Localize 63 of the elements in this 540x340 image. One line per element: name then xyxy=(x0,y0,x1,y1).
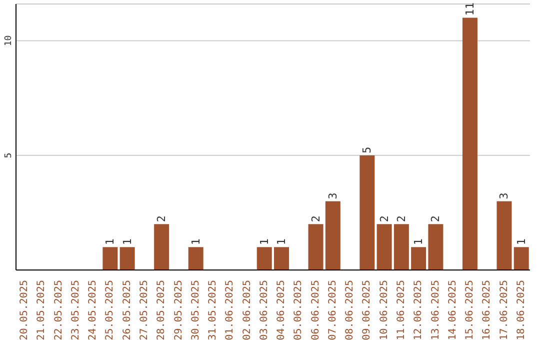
data-label: 1 xyxy=(514,238,528,246)
x-tick-label: 20.05.2025 xyxy=(19,280,30,340)
x-tick-label: 31.05.2025 xyxy=(208,280,219,340)
x-tick-label: 27.05.2025 xyxy=(139,280,150,340)
x-tick-label: 14.06.2025 xyxy=(447,280,458,340)
x-tick-label: 03.06.2025 xyxy=(258,280,270,340)
data-label: 3 xyxy=(498,192,511,200)
bar xyxy=(308,224,324,270)
x-tick-label: 12.06.2025 xyxy=(413,280,424,340)
data-label: 3 xyxy=(326,192,340,200)
data-label: 1 xyxy=(104,238,117,246)
x-tick-label: 16.06.2025 xyxy=(482,280,493,340)
bar xyxy=(360,155,375,270)
y-tick-label: 10 xyxy=(4,35,14,46)
x-tick-label: 04.06.2025 xyxy=(276,280,288,340)
data-label: 1 xyxy=(258,238,271,246)
data-label: 11 xyxy=(463,2,476,16)
x-tick-label: 07.06.2025 xyxy=(327,280,338,340)
data-label: 2 xyxy=(378,216,391,222)
bar xyxy=(394,224,409,270)
bar xyxy=(411,247,426,270)
bar xyxy=(325,201,340,270)
data-label: 1 xyxy=(275,238,288,246)
bar xyxy=(462,18,478,270)
x-tick-label: 18.06.2025 xyxy=(516,280,527,340)
x-tick-label: 01.06.2025 xyxy=(224,280,236,340)
x-tick-label: 15.06.2025 xyxy=(464,280,476,340)
x-tick-label: 29.05.2025 xyxy=(173,280,184,340)
x-tick-label: 21.05.2025 xyxy=(36,280,48,340)
data-label: 1 xyxy=(412,238,426,246)
x-tick-label: 17.06.2025 xyxy=(498,280,510,340)
x-tick-label: 23.05.2025 xyxy=(70,280,82,340)
x-tick-label: 09.06.2025 xyxy=(362,280,373,340)
data-label: 2 xyxy=(394,216,408,222)
x-tick-label: 06.06.2025 xyxy=(310,280,322,340)
bar xyxy=(514,247,529,270)
x-tick-label: 26.05.2025 xyxy=(122,280,133,340)
data-label: 1 xyxy=(189,238,202,246)
x-tick-label: 30.05.2025 xyxy=(190,280,202,340)
data-label: 1 xyxy=(120,238,134,246)
bar xyxy=(188,247,204,270)
x-tick-label: 02.06.2025 xyxy=(242,280,253,340)
x-tick-label: 13.06.2025 xyxy=(430,280,442,340)
bar xyxy=(274,247,289,270)
data-label: 2 xyxy=(155,216,168,222)
x-tick-label: 05.06.2025 xyxy=(293,280,304,340)
x-tick-label: 22.05.2025 xyxy=(53,280,64,340)
x-tick-label: 08.06.2025 xyxy=(344,280,356,340)
bar xyxy=(256,247,272,270)
bar xyxy=(120,247,135,270)
bar xyxy=(496,201,512,270)
data-label: 2 xyxy=(429,216,442,222)
bar xyxy=(428,224,444,270)
bar xyxy=(376,224,392,270)
x-tick-label: 11.06.2025 xyxy=(396,280,407,340)
bar xyxy=(102,247,118,270)
data-label: 2 xyxy=(309,216,322,222)
x-tick-label: 28.05.2025 xyxy=(156,280,168,340)
data-label: 5 xyxy=(360,146,374,154)
x-tick-label: 25.05.2025 xyxy=(104,280,116,340)
x-tick-label: 24.05.2025 xyxy=(88,280,99,340)
x-tick-label: 10.06.2025 xyxy=(378,280,390,340)
bar xyxy=(154,224,170,270)
